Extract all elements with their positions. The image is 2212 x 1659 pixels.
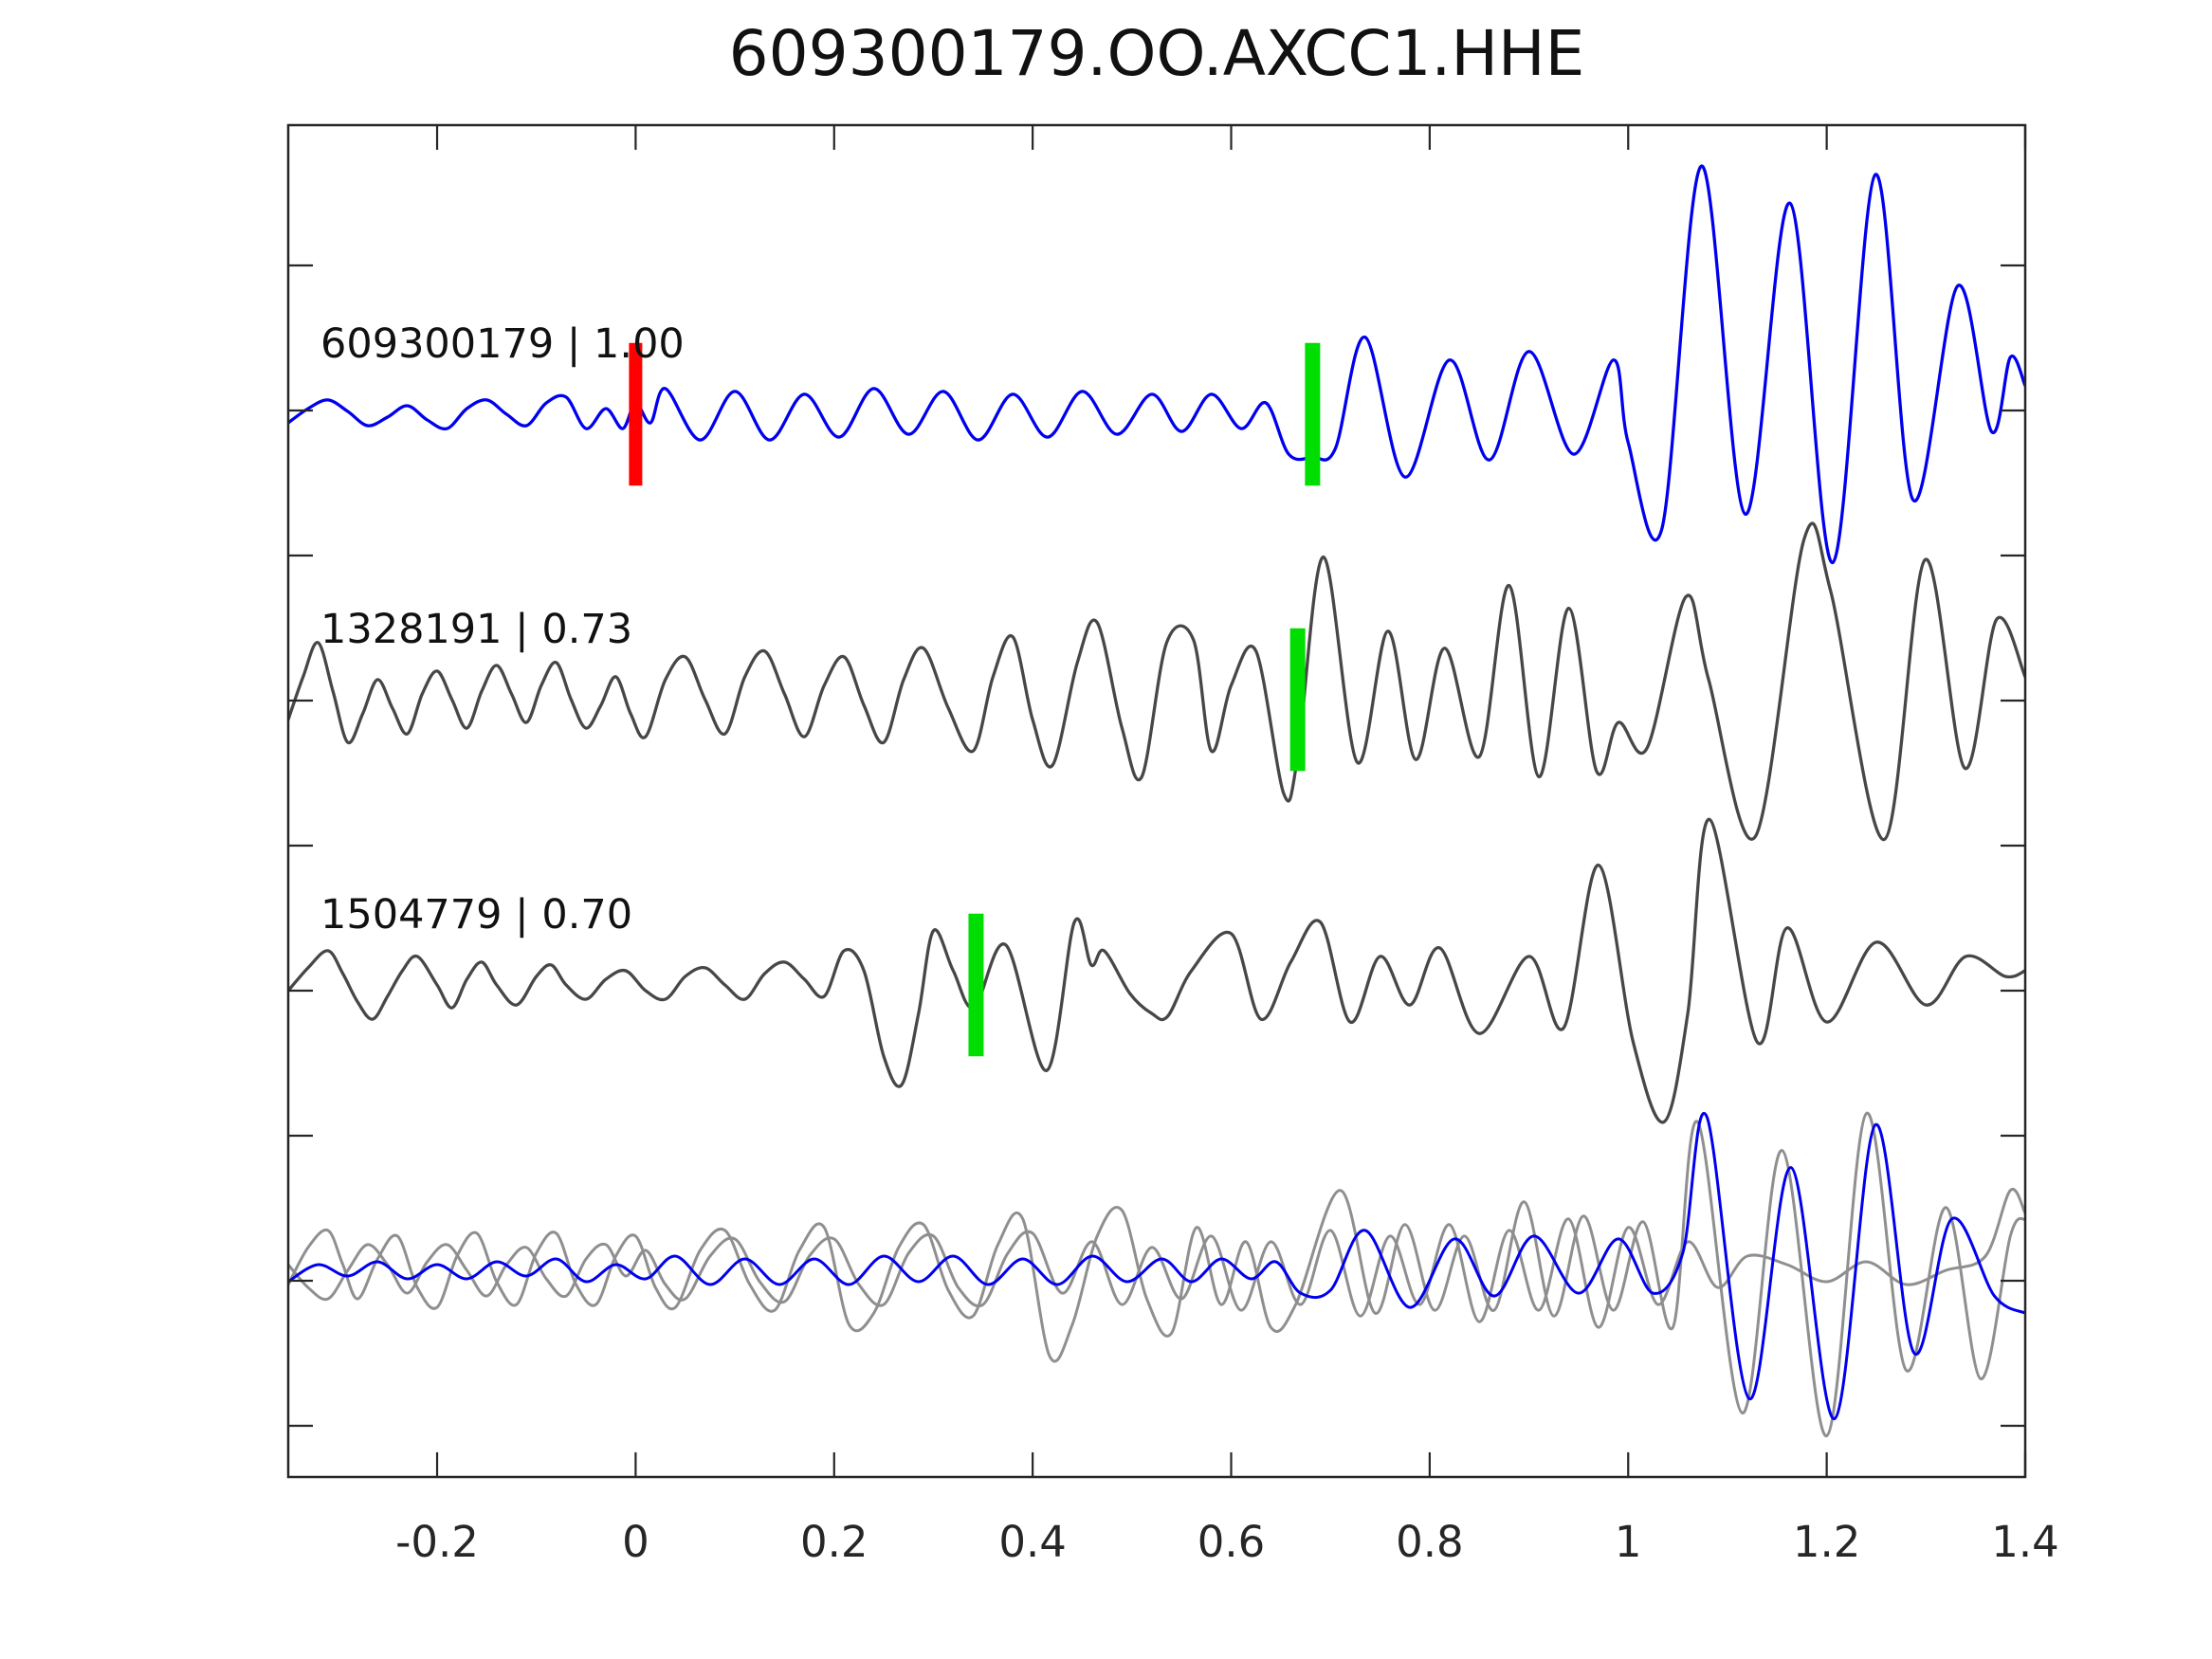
trace-overlay-detection-gray-1: [288, 1111, 2025, 1438]
x-tick-label: 0.6: [1197, 1517, 1266, 1567]
x-tick-label: -0.2: [395, 1517, 479, 1567]
trace-label-1504779: 1504779 | 0.70: [320, 891, 632, 939]
trace-detection-1-1328191: [288, 521, 2025, 842]
trace-detection-2-1504779: [288, 817, 2025, 1124]
x-tick-label: 0.2: [800, 1517, 868, 1567]
trace-overlay-detection-gray-2: [288, 1187, 2025, 1329]
x-tick-label: 0.8: [1396, 1517, 1464, 1567]
trace-label-1328191: 1328191 | 0.73: [320, 606, 632, 653]
x-tick-label: 1.4: [1991, 1517, 2059, 1567]
x-tick-label: 0.4: [998, 1517, 1067, 1567]
x-tick-label: 1.2: [1793, 1517, 1861, 1567]
trace-template-609300179: [288, 164, 2025, 565]
figure-title: 609300179.OO.AXCC1.HHE: [728, 17, 1585, 90]
axes-border: [286, 123, 2027, 1479]
trace-overlay-template-blue: [288, 1111, 2025, 1421]
trace-label-609300179: 609300179 | 1.00: [320, 320, 685, 368]
x-tick-label: 0: [622, 1517, 649, 1567]
x-tick-label: 1: [1615, 1517, 1642, 1567]
